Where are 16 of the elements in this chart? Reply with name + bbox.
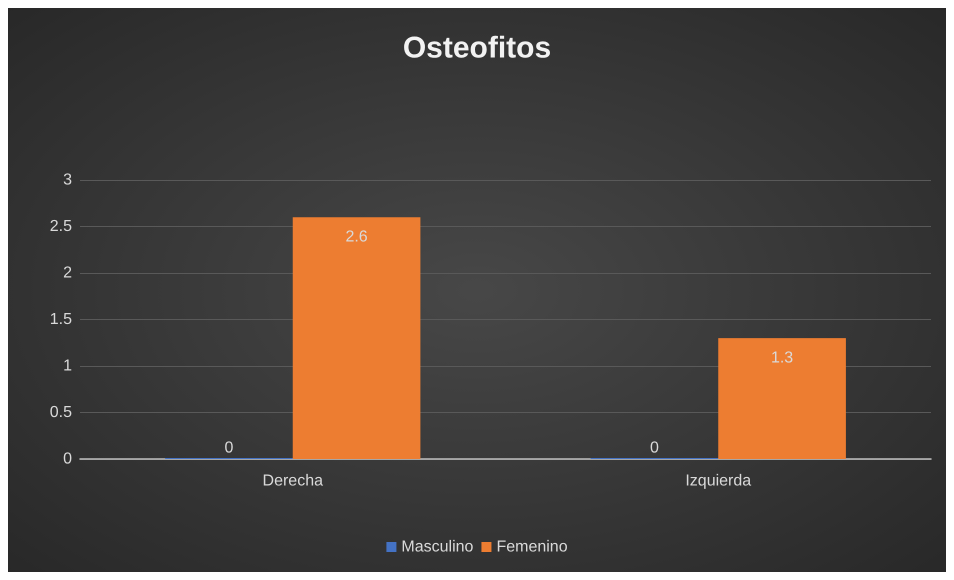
- y-tick-label: 3: [63, 172, 72, 188]
- y-tick-label: 1: [63, 358, 72, 374]
- y-tick-label: 2: [63, 264, 72, 282]
- legend-label: Femenino: [496, 538, 568, 556]
- x-tick-label: Derecha: [262, 472, 324, 490]
- data-label: 0: [650, 440, 659, 456]
- data-label: 2.6: [345, 228, 368, 246]
- y-tick-label: 1.5: [50, 311, 72, 328]
- y-tick-label: 2.5: [50, 218, 72, 235]
- x-tick-label: Izquierda: [685, 472, 752, 490]
- y-tick-label: 0: [63, 450, 72, 468]
- legend-label: Masculino: [401, 538, 474, 556]
- data-label: 0: [224, 440, 234, 456]
- y-tick-label: 0.5: [50, 404, 72, 421]
- data-label: 1.3: [770, 350, 794, 367]
- chart-title: Osteofitos: [402, 32, 552, 64]
